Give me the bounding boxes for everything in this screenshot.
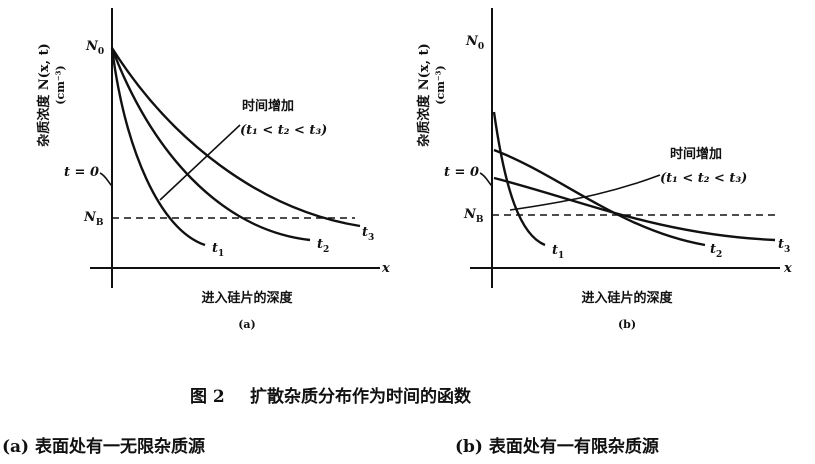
curve-label-main: t <box>212 241 218 256</box>
profile-curve <box>110 47 361 228</box>
n0-label: N0 <box>465 34 484 52</box>
x-symbol: x <box>783 261 792 276</box>
nb-label: NB <box>463 207 484 225</box>
t0-leader <box>479 172 493 187</box>
curve-label-main: t <box>710 242 716 257</box>
profile-curve <box>492 111 546 247</box>
curve-label: t3 <box>778 237 790 255</box>
curve-label-sub: 3 <box>368 233 374 243</box>
arrow-label: 时间增加 <box>242 98 294 114</box>
nb-label-main: N <box>83 210 97 225</box>
curve-label-main: t <box>362 225 368 240</box>
n0-label-main: N <box>465 34 479 49</box>
curve-label-sub: 1 <box>558 251 564 261</box>
y-unit: (cm⁻³) <box>434 65 447 104</box>
n0-label-main: N <box>85 39 99 54</box>
caption-a: (a) 表面处有一无限杂质源 <box>2 436 205 457</box>
y-unit: (cm⁻³) <box>54 65 67 104</box>
t0-leader <box>99 172 113 187</box>
x-label: 进入硅片的深度 <box>581 290 673 306</box>
curve-label-sub: 2 <box>323 245 329 255</box>
panel-tag: (a) <box>238 318 256 331</box>
curve-label-sub: 3 <box>784 245 790 255</box>
nb-label-sub: B <box>96 218 104 228</box>
order-label: (t₁ < t₂ < t₃) <box>240 123 327 138</box>
nb-label: NB <box>83 210 104 228</box>
panel-tag: (b) <box>618 318 636 331</box>
figure-number: 图 2 <box>190 387 225 407</box>
curve-label: t2 <box>317 237 329 255</box>
t0-label: t = 0 <box>444 165 479 180</box>
nb-label-main: N <box>463 207 477 222</box>
time-arrow <box>509 174 661 211</box>
figure-title: 扩散杂质分布作为时间的函数 <box>250 386 472 407</box>
x-symbol: x <box>381 261 390 276</box>
order-label: (t₁ < t₂ < t₃) <box>660 171 747 186</box>
curve-label-sub: 2 <box>716 250 722 260</box>
profile-curve <box>110 47 206 247</box>
curve-label: t2 <box>710 242 722 260</box>
curve-label-main: t <box>778 237 784 252</box>
curve-label-main: t <box>552 243 558 258</box>
time-arrow <box>159 124 241 201</box>
profile-curve <box>493 176 776 242</box>
n0-label-sub: 0 <box>478 42 484 52</box>
caption-b: (b) 表面处有一有限杂质源 <box>455 436 659 457</box>
nb-label-sub: B <box>476 215 484 225</box>
profile-curve <box>110 47 311 242</box>
curve-label-sub: 1 <box>218 249 224 259</box>
curve-label: t3 <box>362 225 374 243</box>
x-label: 进入硅片的深度 <box>201 290 293 306</box>
curve-label-main: t <box>317 237 323 252</box>
t0-label: t = 0 <box>64 165 99 180</box>
n0-label-sub: 0 <box>98 47 104 57</box>
y-label: 杂质浓度 N(x, t) <box>416 43 432 147</box>
curve-label: t1 <box>552 243 564 261</box>
curve-label: t1 <box>212 241 224 259</box>
profile-curve <box>493 148 706 247</box>
n0-label: N0 <box>85 39 104 57</box>
y-label: 杂质浓度 N(x, t) <box>36 43 52 147</box>
arrow-label: 时间增加 <box>670 146 722 162</box>
